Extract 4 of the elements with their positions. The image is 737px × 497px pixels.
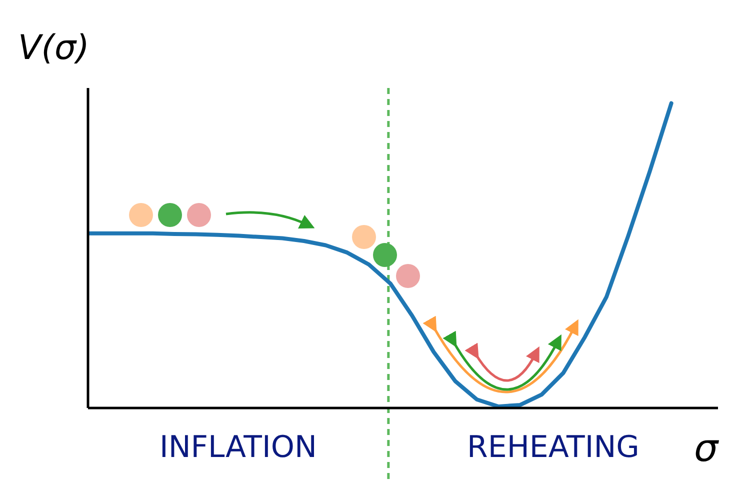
text: REHEATING <box>466 430 640 465</box>
x-axis-title: σ <box>694 426 718 470</box>
y-axis-title: V(σ) <box>18 28 90 68</box>
text: INFLATION <box>158 430 318 465</box>
